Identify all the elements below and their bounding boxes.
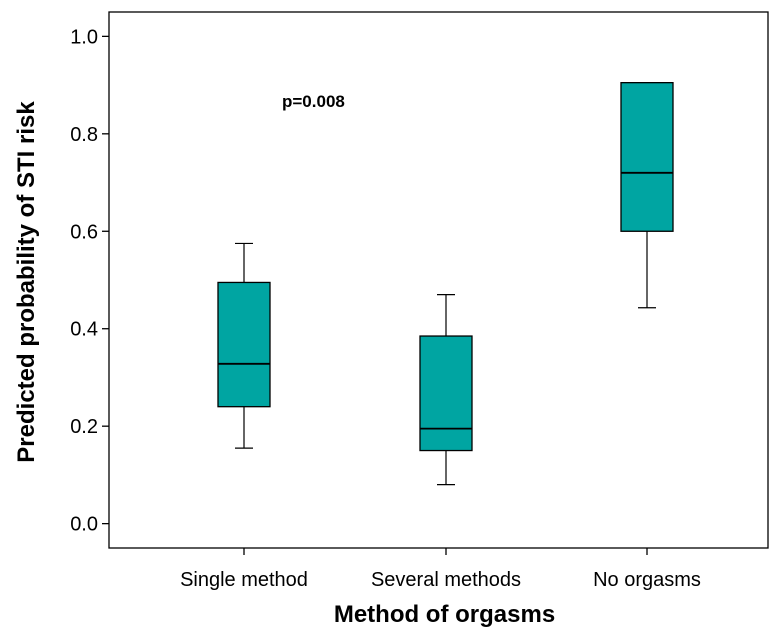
box-1 [419,294,473,486]
y-axis-title: Predicted probability of STI risk [13,101,40,463]
box-iqr [620,82,674,232]
p-value-annotation: p=0.008 [282,92,345,111]
y-tick-label: 0.0 [70,514,98,536]
box-0 [217,242,271,449]
x-tick-label: Several methods [371,569,521,591]
plot-border [108,11,769,549]
x-tick-label: No orgasms [593,569,701,591]
x-axis-title: Method of orgasms [334,601,555,628]
y-tick-label: 0.4 [70,319,98,341]
y-tick-label: 0.8 [70,124,98,146]
plot-area [108,11,769,549]
y-tick-label: 0.2 [70,416,98,438]
boxes [217,82,674,486]
x-axis: Single method Several methods No orgasms [180,548,701,591]
x-tick-label: Single method [180,569,308,591]
box-2 [620,82,674,309]
box-iqr [217,281,271,408]
box-iqr [419,335,473,452]
y-axis: 0.0 0.2 0.4 0.6 0.8 1.0 [70,26,109,536]
y-tick-label: 0.6 [70,221,98,243]
y-tick-label: 1.0 [70,26,98,48]
